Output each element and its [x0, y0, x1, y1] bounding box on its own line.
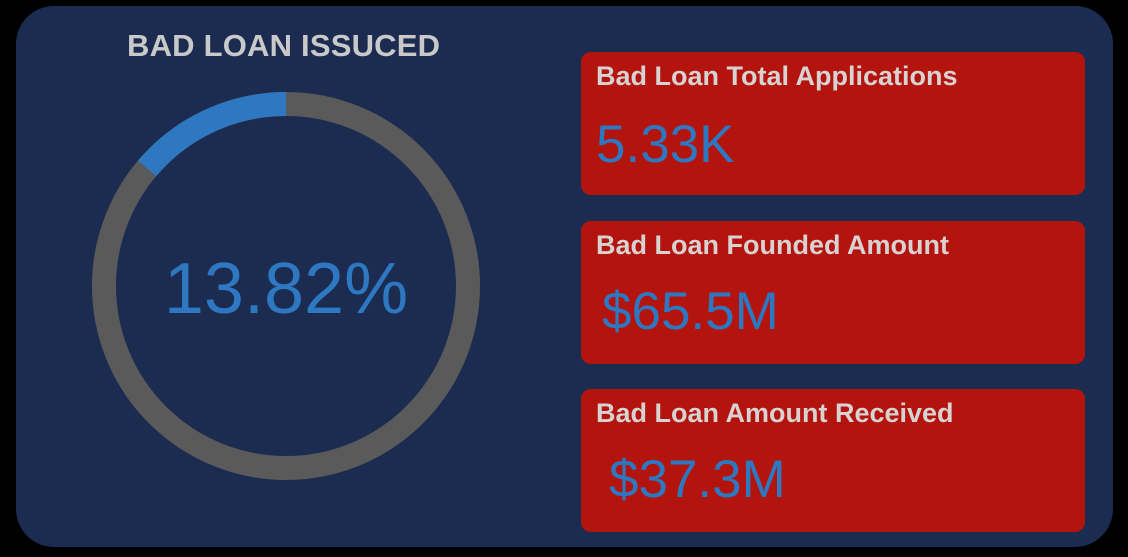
- donut-center-value: 13.82%: [163, 249, 409, 329]
- donut-chart: [86, 86, 486, 486]
- card-value: $37.3M: [609, 450, 786, 509]
- card-value: 5.33K: [596, 115, 735, 174]
- card-total-applications[interactable]: Bad Loan Total Applications 5.33K: [581, 52, 1085, 195]
- donut-svg: [92, 92, 480, 480]
- card-label: Bad Loan Total Applications: [596, 61, 958, 91]
- card-amount-received[interactable]: Bad Loan Amount Received $37.3M: [581, 389, 1085, 532]
- chart-title: BAD LOAN ISSUCED: [127, 28, 441, 63]
- card-value: $65.5M: [602, 282, 779, 341]
- donut-slice-bad-loan: [137, 92, 287, 177]
- card-label: Bad Loan Founded Amount: [596, 230, 949, 260]
- card-funded-amount[interactable]: Bad Loan Founded Amount $65.5M: [581, 221, 1085, 364]
- card-label: Bad Loan Amount Received: [596, 398, 954, 428]
